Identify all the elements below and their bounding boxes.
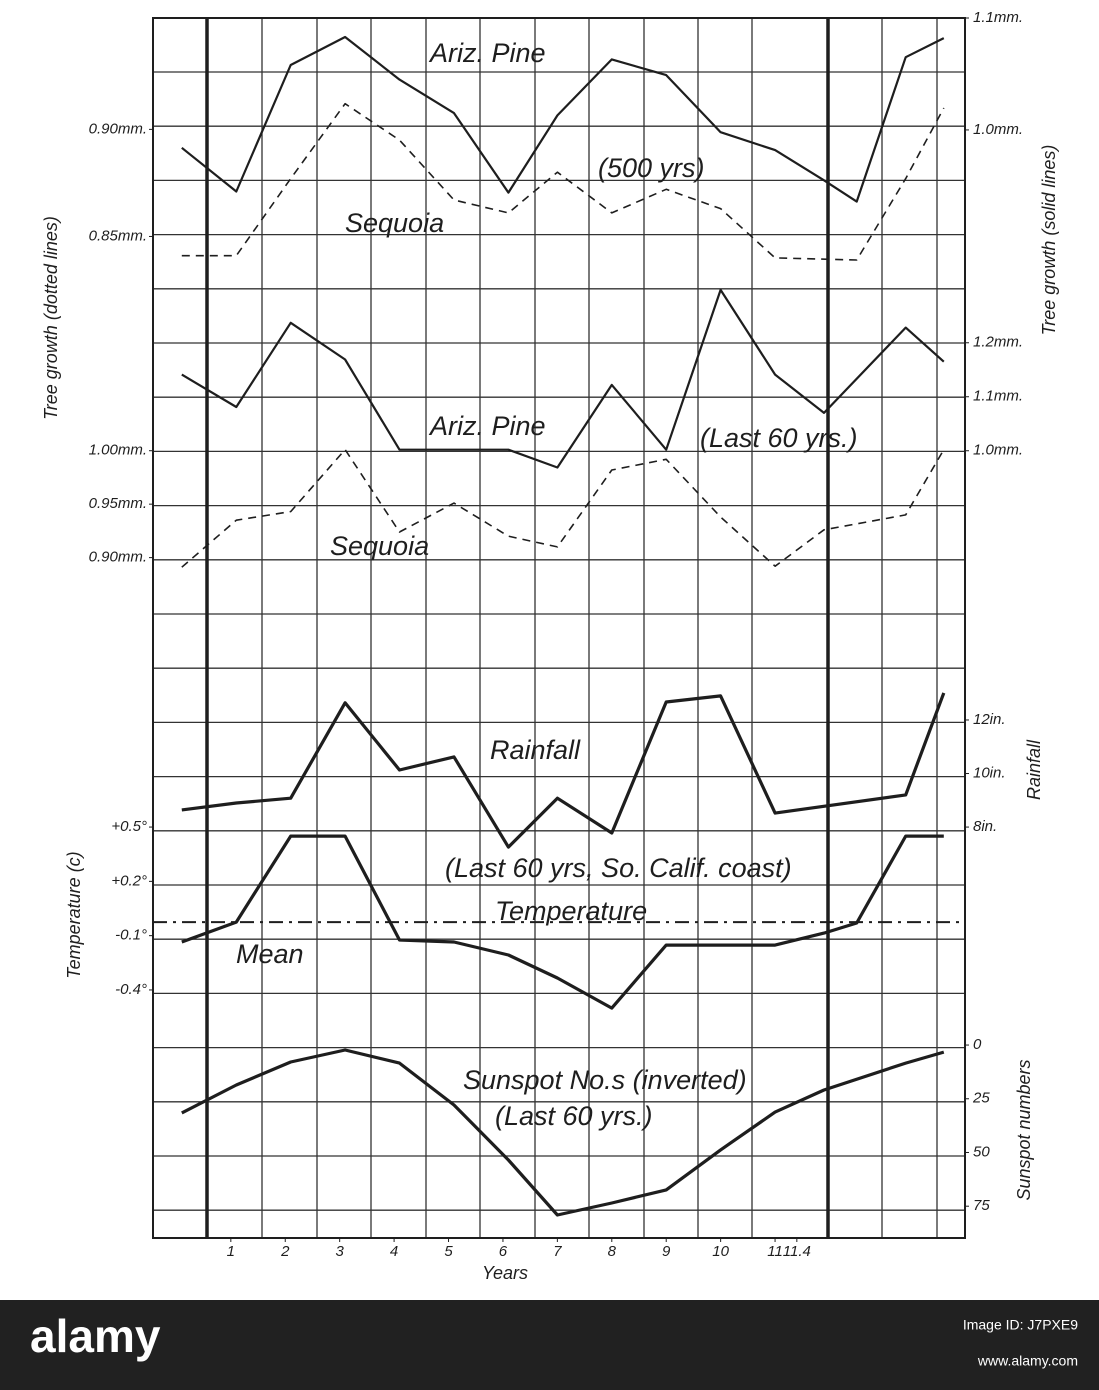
watermark-bar xyxy=(0,1300,1099,1390)
y-tick-label: 1.0mm. xyxy=(973,121,1023,138)
y-tick-label: 75 xyxy=(973,1197,990,1214)
x-tick-label: 7 xyxy=(553,1243,562,1260)
y-tick-label: +0.2° xyxy=(111,872,147,889)
y-tick-label: 10in. xyxy=(973,764,1006,781)
y2-axis-label: Tree growth (solid lines) xyxy=(1039,145,1059,336)
x-tick-label: 3 xyxy=(336,1243,345,1260)
y-tick-label: 1.1mm. xyxy=(973,388,1023,405)
series-line xyxy=(181,834,944,1010)
y-tick-label: 0.90mm. xyxy=(89,549,147,566)
annotation: (Last 60 yrs, So. Calif. coast) xyxy=(445,853,792,883)
series-line xyxy=(181,288,945,469)
x-tick-label: 11 xyxy=(767,1243,783,1260)
annotation: Ariz. Pine xyxy=(428,411,546,441)
y-tick-label: 0.85mm. xyxy=(89,227,147,244)
series-line xyxy=(181,102,945,261)
y-axis-label: Tree growth (dotted lines) xyxy=(41,216,61,420)
y-tick-label: 25 xyxy=(972,1090,990,1107)
annotation: (500 yrs) xyxy=(598,153,705,183)
x-tick-label: 9 xyxy=(662,1243,671,1260)
series-line xyxy=(181,35,945,203)
x-tick-label: 11.4 xyxy=(783,1243,811,1260)
x-tick-label: 4 xyxy=(390,1243,398,1260)
y-tick-label: 0 xyxy=(973,1036,982,1053)
series-line xyxy=(181,448,945,568)
y-tick-label: 8in. xyxy=(973,818,997,835)
annotation: Ariz. Pine xyxy=(428,38,546,68)
y-tick-label: 1.1mm. xyxy=(973,9,1023,26)
y-tick-label: -0.4° xyxy=(115,981,147,998)
y-tick-label: 50 xyxy=(973,1143,990,1160)
watermark-url: www.alamy.com xyxy=(977,1353,1078,1369)
x-tick-label: 10 xyxy=(712,1243,729,1260)
series-line xyxy=(181,1048,945,1217)
y-tick-label: 12in. xyxy=(973,711,1006,728)
y-tick-label: -0.1° xyxy=(115,927,147,944)
annotation: Rainfall xyxy=(490,735,581,765)
annotation: Sunspot No.s (inverted) xyxy=(463,1065,747,1095)
plot-frame xyxy=(152,17,966,1239)
x-axis-label: Years xyxy=(482,1263,528,1283)
x-tick-label: 6 xyxy=(499,1243,508,1260)
series-line xyxy=(181,692,946,849)
annotation: (Last 60 yrs.) xyxy=(700,423,858,453)
y2-axis-label: Rainfall xyxy=(1024,739,1044,800)
annotation: Temperature xyxy=(495,896,647,926)
y-tick-label: 1.2mm. xyxy=(973,334,1023,351)
x-tick-label: 8 xyxy=(608,1243,617,1260)
x-tick-label: 5 xyxy=(444,1243,453,1260)
annotation: Sequoia xyxy=(345,208,444,238)
watermark-logo: alamy xyxy=(30,1310,161,1362)
background xyxy=(0,0,1099,1300)
x-tick-label: 2 xyxy=(280,1243,290,1260)
annotation: (Last 60 yrs.) xyxy=(495,1101,653,1131)
y-tick-label: +0.5° xyxy=(111,818,147,835)
y-axis-label: Temperature (c) xyxy=(64,851,84,978)
annotation: Mean xyxy=(236,939,304,969)
y-tick-label: 0.90mm. xyxy=(89,120,147,137)
x-tick-label: 1 xyxy=(227,1243,235,1260)
y-tick-label: 1.0mm. xyxy=(973,442,1023,459)
y-tick-label: 1.00mm. xyxy=(89,442,147,459)
y-tick-label: 0.95mm. xyxy=(89,495,147,512)
watermark-id: Image ID: J7PXE9 xyxy=(963,1317,1078,1333)
annotation: Sequoia xyxy=(330,531,429,561)
y2-axis-label: Sunspot numbers xyxy=(1014,1059,1034,1200)
